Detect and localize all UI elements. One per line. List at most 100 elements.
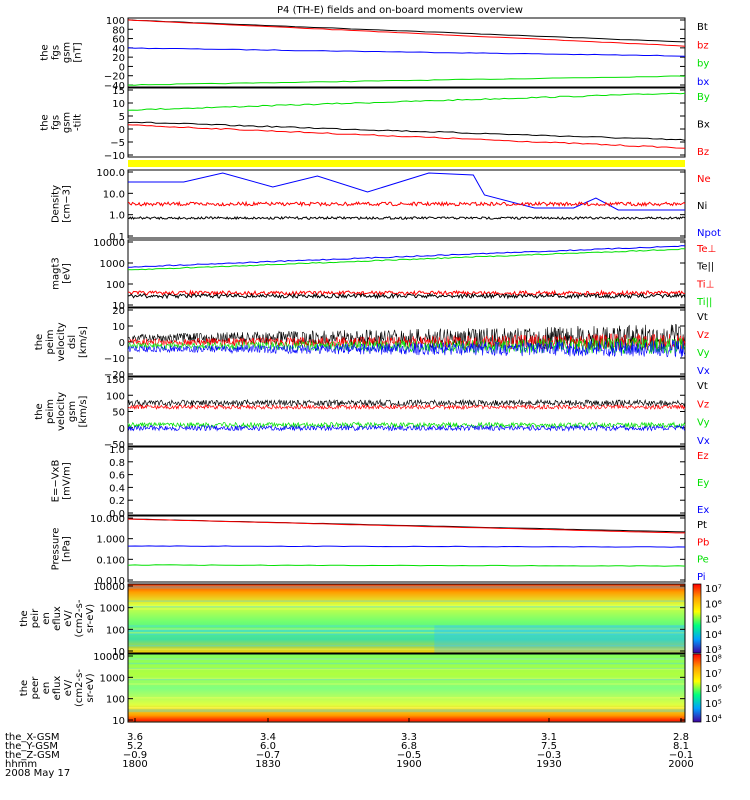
y-axis-label: Pressure bbox=[51, 528, 62, 571]
panel-p7: 1.0 0.8 0.60.4 0.2 0.0 E=−VxB [mV/m] Ez Ey Ex bbox=[51, 445, 710, 520]
panel-p5: 20 10 0 −10 −20 the peim velocity dsl [km/s] Vt Vz V… bbox=[34, 306, 710, 381]
y-tick-label: 1000 bbox=[100, 604, 125, 615]
y-axis-label: magt3 bbox=[51, 257, 62, 290]
trace-By bbox=[127, 92, 686, 111]
panel-frame bbox=[127, 169, 686, 239]
y-tick-label: 10 bbox=[112, 301, 125, 312]
trace-Vx bbox=[127, 339, 686, 358]
colorbar-tick-label: 10⁶ bbox=[705, 599, 722, 610]
y-tick-label: 20 bbox=[112, 306, 125, 317]
y-axis-label: [km/s] bbox=[78, 395, 89, 427]
legend-Ex: Ex bbox=[697, 505, 709, 516]
spectrogram-p9 bbox=[128, 584, 685, 653]
spectrogram-band bbox=[128, 606, 685, 608]
legend-Vz: Vz bbox=[697, 399, 709, 410]
y-tick-label: 0 bbox=[119, 338, 125, 349]
y-tick-label: 10.0 bbox=[103, 189, 125, 200]
legend-Ti⊥: Ti⊥ bbox=[696, 279, 714, 290]
trace-Ti-par bbox=[127, 248, 685, 271]
trace-Pe bbox=[127, 564, 686, 567]
legend-Vy: Vy bbox=[697, 418, 710, 429]
panel-p2: 15 10 5 0 −5 −10 the fgs gsm -tilt By Bx Bz bbox=[40, 86, 710, 162]
colorbar-tick-label: 10⁶ bbox=[705, 684, 722, 695]
trace-Vt bbox=[127, 398, 686, 408]
trace-bx bbox=[127, 75, 686, 86]
trace-Pb bbox=[127, 518, 685, 534]
y-tick-label: 1.0 bbox=[109, 445, 125, 456]
y-tick-label: 10 bbox=[112, 716, 125, 727]
y-axis-label: gsm bbox=[67, 401, 78, 422]
colorbar-tick-label: 10⁷ bbox=[705, 669, 722, 680]
panel-frame bbox=[127, 446, 686, 516]
date-label: 2008 May 17 bbox=[5, 768, 70, 779]
panel-frame bbox=[127, 515, 686, 583]
y-tick-label: 10 bbox=[112, 647, 125, 658]
trace-Ni bbox=[127, 215, 686, 221]
y-tick-label: 0.100 bbox=[96, 555, 125, 566]
colorbar-tick-label: 10⁴ bbox=[705, 714, 722, 725]
spectrogram-band bbox=[128, 629, 685, 631]
trace-Vy bbox=[127, 421, 686, 429]
x-tick-value: −0.5 bbox=[397, 750, 421, 761]
colorbar-tick-label: 10³ bbox=[705, 645, 722, 656]
spectrogram-lowflux-region bbox=[434, 625, 685, 653]
colorbar-tick-label: 10⁴ bbox=[705, 630, 722, 641]
y-axis-label: the bbox=[40, 44, 51, 60]
y-tick-label: 10000 bbox=[93, 582, 125, 593]
panel-frame bbox=[127, 653, 686, 723]
y-axis-label: [eV] bbox=[62, 263, 73, 284]
y-tick-label: −50 bbox=[104, 440, 125, 451]
y-axis-label: E=−VxB bbox=[51, 460, 62, 503]
legend-Vt: Vt bbox=[697, 312, 708, 323]
y-axis-label: eV/ bbox=[63, 679, 74, 696]
colorbar-p9 bbox=[692, 583, 702, 654]
x-tick-value: 5.2 bbox=[127, 741, 143, 752]
y-tick-label: 1000 bbox=[100, 259, 125, 270]
x-axis-labels: the_X-GSM 3.6 3.4 3.3 3.1 2.8 the_Y-GSM 5.2 6.0 6… bbox=[5, 718, 694, 770]
trace-Vz bbox=[127, 403, 686, 411]
spectrogram-p10 bbox=[128, 654, 685, 722]
trace-Te-perp bbox=[127, 245, 686, 268]
y-tick-label: 0.2 bbox=[109, 496, 125, 507]
y-axis-label: the bbox=[34, 403, 45, 419]
legend-Pe: Pe bbox=[697, 555, 709, 566]
y-axis-label: fgs bbox=[51, 45, 62, 60]
y-tick-label: −20 bbox=[104, 72, 125, 83]
trace-bz bbox=[127, 19, 686, 47]
trace-Vt bbox=[127, 323, 686, 352]
y-tick-label: 100.0 bbox=[96, 168, 125, 179]
y-axis-label: [nT] bbox=[73, 42, 84, 62]
x-tick-value: 3.4 bbox=[260, 732, 276, 743]
panel-frame bbox=[127, 17, 686, 88]
colorbar-tick-label: 10⁷ bbox=[705, 584, 722, 595]
y-tick-label: 0 bbox=[119, 424, 125, 435]
y-axis-label: velocity bbox=[56, 322, 67, 361]
spectrogram-band bbox=[128, 677, 685, 680]
y-tick-label: 1000 bbox=[100, 673, 125, 684]
panel-p6: 150 100 50 0 −50 the peim velocity gsm [km/s] Vt Vz… bbox=[34, 375, 710, 451]
y-axis-label: [nPa] bbox=[62, 536, 73, 562]
y-tick-label: 10000 bbox=[93, 652, 125, 663]
legend-Bx: Bx bbox=[697, 120, 710, 131]
quality-flag-bar bbox=[128, 160, 685, 167]
legend-Npot: Npot bbox=[697, 228, 721, 239]
x-tick-value: 1830 bbox=[255, 759, 280, 770]
y-tick-label: −40 bbox=[104, 81, 125, 92]
trace-by bbox=[127, 47, 686, 57]
legend-Te⊥: Te⊥ bbox=[696, 244, 716, 255]
y-tick-label: 10000 bbox=[93, 238, 125, 249]
panel-p3: 100.0 10.0 1.0 0.1 Density [cm−3] Ne Ni Npot bbox=[51, 168, 721, 243]
spectrogram-band bbox=[128, 632, 685, 634]
legend-Te||: Te|| bbox=[696, 262, 714, 273]
spectrogram-band bbox=[128, 585, 685, 588]
legend-Vx: Vx bbox=[697, 366, 710, 377]
y-tick-label: 1.0 bbox=[109, 211, 125, 222]
y-axis-label: en bbox=[41, 612, 52, 625]
spectrogram-band bbox=[128, 667, 685, 670]
spectrogram-band bbox=[128, 658, 685, 660]
spectrogram-band bbox=[128, 709, 685, 711]
y-tick-label: 5 bbox=[119, 112, 125, 123]
colorbar-tick-label: 10⁵ bbox=[705, 615, 722, 626]
legend-Pi: Pi bbox=[697, 572, 706, 583]
